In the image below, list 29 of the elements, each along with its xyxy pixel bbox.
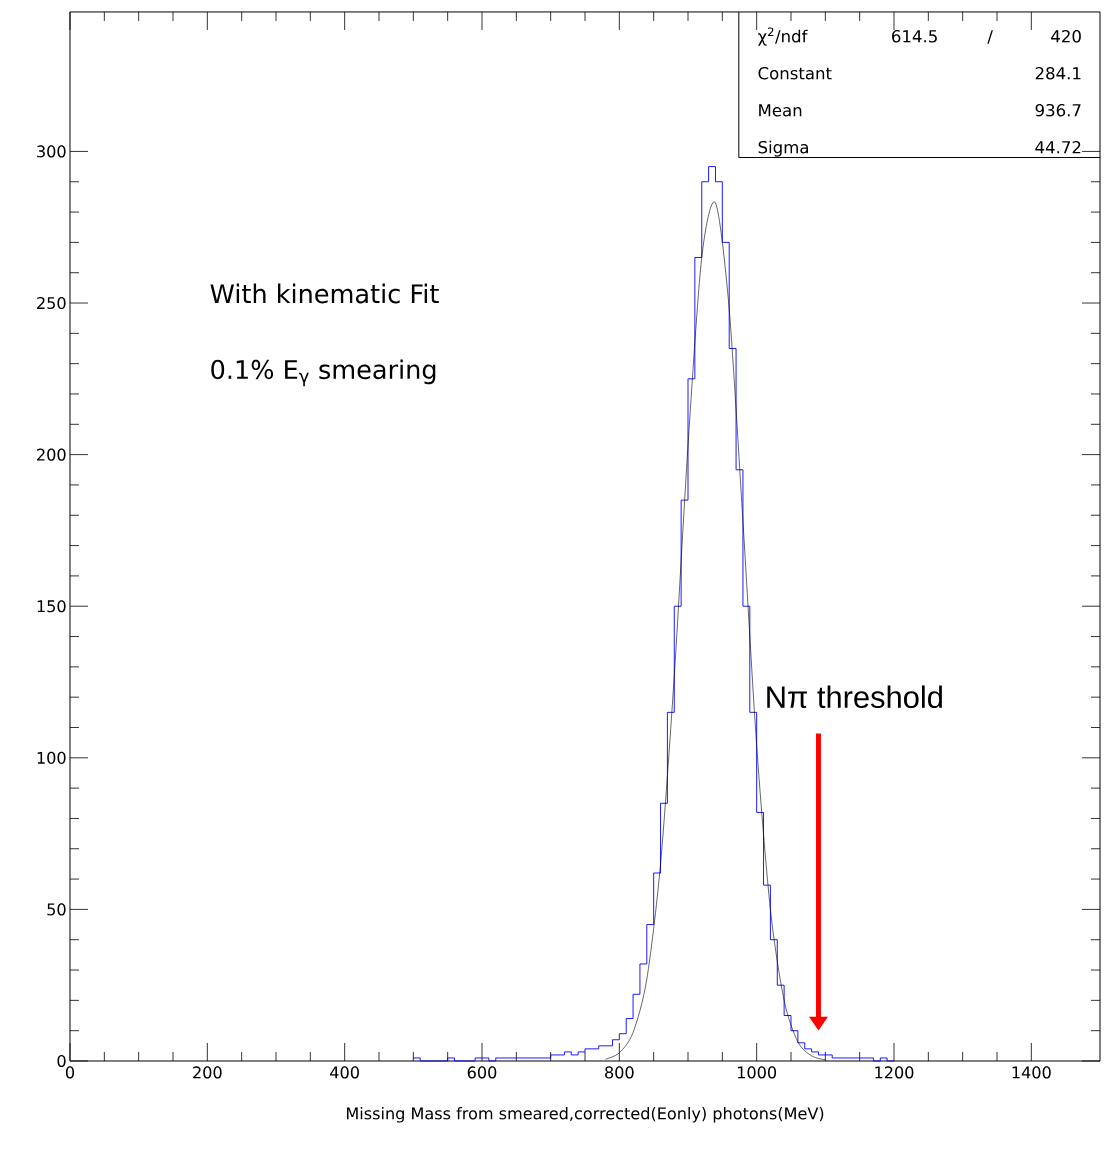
y-tick-label: 150 bbox=[37, 600, 66, 613]
annotation: Mean bbox=[759, 104, 802, 117]
y-tick-label: 100 bbox=[37, 751, 66, 764]
annotation: / bbox=[987, 30, 993, 44]
x-tick-label: 0 bbox=[65, 1066, 75, 1079]
annotation: χ$^{2}$/ndf bbox=[758, 27, 808, 46]
x-axis-title: Missing Mass from smeared,corrected(Eonly) photons(MeV) bbox=[346, 1107, 824, 1123]
annotation: 0.1% E$_{γ}$ smearing bbox=[211, 359, 436, 387]
annotation: 44.72 bbox=[1035, 140, 1081, 154]
y-tick-label: 250 bbox=[37, 296, 66, 310]
y-tick-label: 300 bbox=[37, 145, 66, 158]
y-tick-label: 50 bbox=[47, 903, 66, 916]
annotation: 936.7 bbox=[1035, 103, 1081, 117]
x-tick-label: 800 bbox=[605, 1066, 634, 1079]
annotation: Constant bbox=[758, 66, 832, 80]
annotation: 614.5 bbox=[892, 29, 937, 43]
x-tick-label: 1400 bbox=[1012, 1066, 1051, 1079]
x-tick-label: 400 bbox=[330, 1066, 359, 1079]
y-tick-label: 0 bbox=[57, 1054, 66, 1068]
annotation: Nπ threshold bbox=[767, 685, 942, 709]
y-tick-label: 200 bbox=[37, 448, 66, 461]
annotation: Sigma bbox=[758, 140, 808, 157]
x-tick-label: 600 bbox=[467, 1066, 497, 1079]
x-tick-label: 200 bbox=[193, 1066, 222, 1079]
x-tick-label: 1000 bbox=[737, 1066, 777, 1079]
annotation: With kinematic Fit bbox=[210, 283, 439, 304]
annotation: 284.1 bbox=[1035, 66, 1081, 80]
annotation: 420 bbox=[1051, 29, 1081, 43]
x-tick-label: 1200 bbox=[875, 1066, 914, 1079]
